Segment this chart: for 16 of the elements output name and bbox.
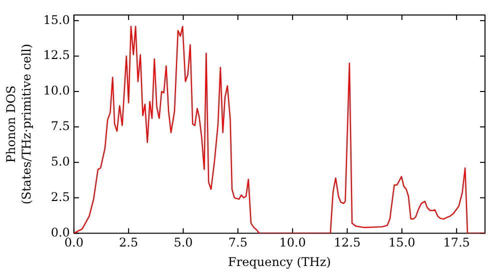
x-tick-label: 2.5 xyxy=(119,236,138,250)
x-tick-label: 7.5 xyxy=(228,236,248,250)
y-tick-label: 2.5 xyxy=(50,190,70,204)
x-tick-label: 17.5 xyxy=(443,236,470,250)
y-tick-label: 15.0 xyxy=(43,12,70,27)
x-tick-label: 5.0 xyxy=(174,236,193,250)
y-tick-label: 12.5 xyxy=(43,48,70,62)
y-tick-label: 10.0 xyxy=(43,84,70,98)
y-axis-title: Phonon DOS (States/THz·primitive cell) xyxy=(4,44,34,204)
y-tick-label: 5.0 xyxy=(50,154,70,168)
y-tick-label: 7.5 xyxy=(50,119,70,134)
x-tick-label: 10.0 xyxy=(279,236,306,250)
x-tick-label: 12.5 xyxy=(334,236,361,250)
x-tick-label: 15.0 xyxy=(388,236,416,250)
x-axis-title: Frequency (THz) xyxy=(228,254,331,269)
x-tick-label: 0.0 xyxy=(64,236,84,250)
